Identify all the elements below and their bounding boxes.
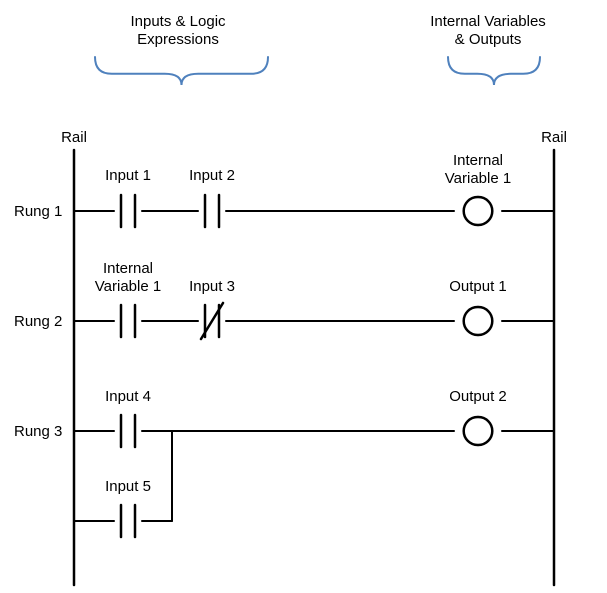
coil-label: Internal [453,152,503,169]
contact-label: Input 1 [105,167,151,184]
contact-label: Variable 1 [95,278,161,295]
coil-label: Output 1 [449,278,507,295]
header-right-line1: Internal Variables [430,13,546,30]
rung-label-3: Rung 3 [14,423,62,440]
header-left-line2: Expressions [137,31,219,48]
rail-label-right: Rail [541,129,567,146]
coil-label: Output 2 [449,388,507,405]
header-right-line2: & Outputs [455,31,522,48]
contact-label: Input 3 [189,278,235,295]
contact-label: Input 2 [189,167,235,184]
contact-label: Input 5 [105,478,151,495]
header-left-line1: Inputs & Logic [130,13,226,30]
coil-label: Variable 1 [445,170,511,187]
contact-label: Input 4 [105,388,151,405]
contact-label: Internal [103,260,153,277]
rung-label-1: Rung 1 [14,203,62,220]
rung-label-2: Rung 2 [14,313,62,330]
ladder-diagram: Inputs & LogicExpressions Internal Variab… [0,0,607,593]
rail-label-left: Rail [61,129,87,146]
